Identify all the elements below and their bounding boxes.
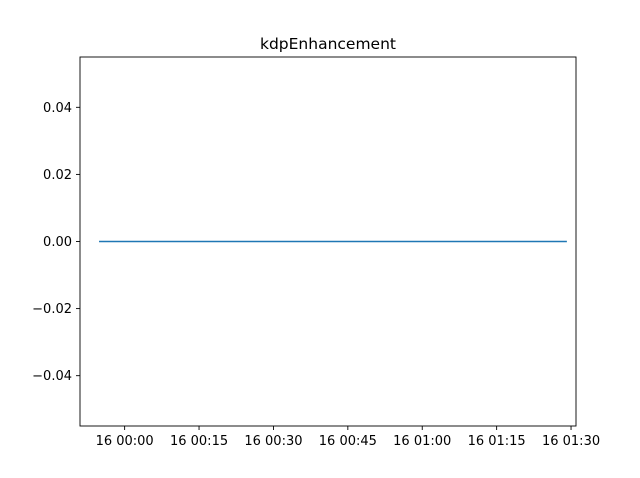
plot-area: 0.04 0.02 0.00 −0.02 −0.04 16 00:00 16 00:15 16… (32, 56, 600, 449)
axes-frame (79, 56, 577, 427)
y-tick-label: 0.00 (43, 235, 72, 250)
x-tick-label: 16 00:15 (170, 434, 228, 449)
x-tick-label: 16 01:30 (542, 434, 600, 449)
x-tick-label: 16 00:30 (244, 434, 302, 449)
x-tick-label: 16 00:00 (96, 434, 154, 449)
y-tick-label: −0.04 (32, 369, 72, 384)
x-tick-label: 16 00:45 (319, 434, 377, 449)
chart-title: kdpEnhancement (260, 35, 396, 53)
y-tick-label: 0.04 (43, 101, 72, 116)
x-tick-label: 16 01:15 (468, 434, 526, 449)
y-tick-label: 0.02 (43, 168, 72, 183)
x-tick-label: 16 01:00 (393, 434, 451, 449)
y-tick-label: −0.02 (32, 302, 72, 317)
